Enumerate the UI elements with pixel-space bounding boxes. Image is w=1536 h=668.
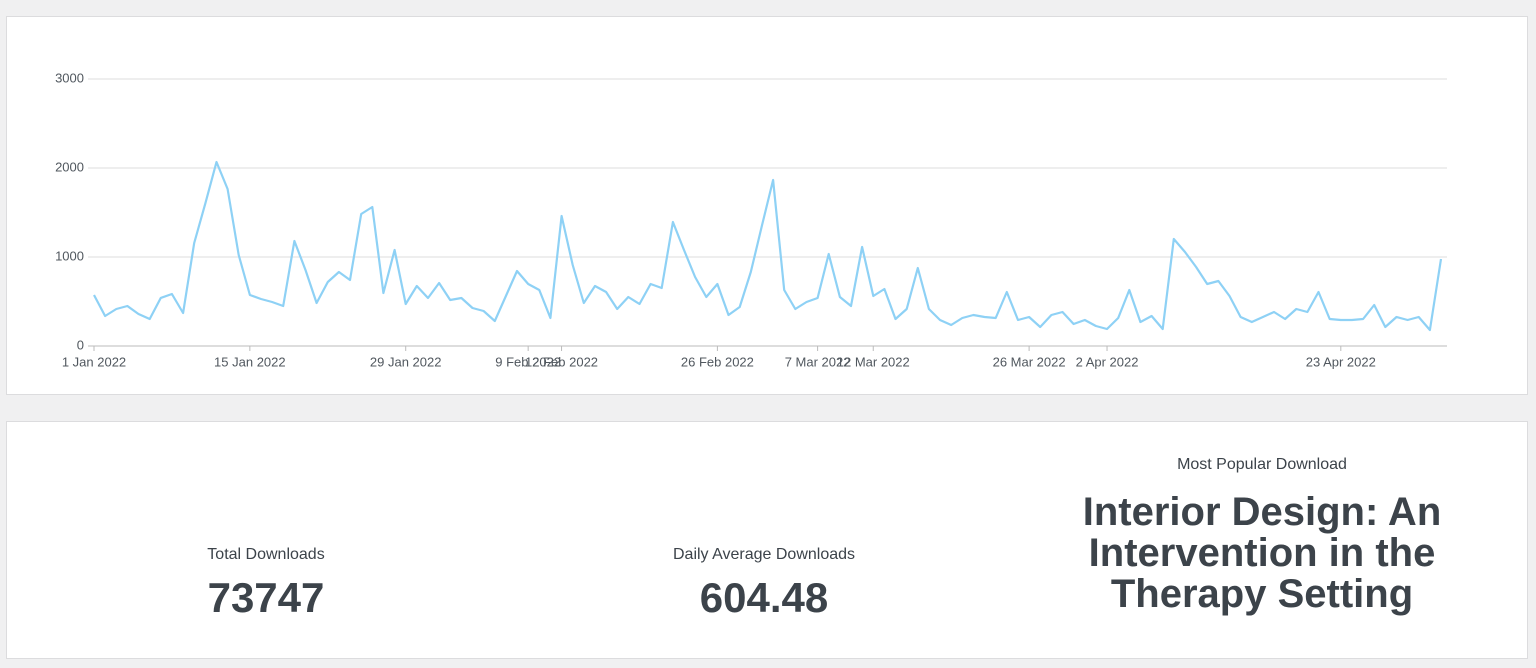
chart: 0 1000 2000 3000 1 Jan 2022 15 Jan 2022 29 Jan… xyxy=(55,70,1447,369)
stat-total: Total Downloads 73747 xyxy=(66,546,466,622)
y-tick-label: 3000 xyxy=(55,70,84,85)
stat-value: 604.48 xyxy=(699,574,829,621)
stats-card xyxy=(6,421,1528,659)
popular-title: Interior Design: An Intervention in the … xyxy=(1082,490,1442,616)
x-tick-label: 2 Apr 2022 xyxy=(1076,354,1139,369)
y-tick-label: 0 xyxy=(77,337,84,352)
stat-label: Daily Average Downloads xyxy=(672,546,856,563)
x-tick-label: 26 Mar 2022 xyxy=(993,354,1066,369)
x-tick-label: 29 Jan 2022 xyxy=(370,354,442,369)
x-tick-label: 26 Feb 2022 xyxy=(681,354,754,369)
popular-download: Most Popular Download Interior Design: A… xyxy=(1062,456,1462,615)
y-tick-label: 2000 xyxy=(55,159,84,174)
stat-label: Total Downloads xyxy=(207,546,325,563)
x-tick-label: 12 Mar 2022 xyxy=(837,354,910,369)
stat-value: 73747 xyxy=(207,574,325,621)
x-tick-label: 1 Jan 2022 xyxy=(62,354,126,369)
popular-label: Most Popular Download xyxy=(1177,456,1347,473)
x-tick-label: 9 Feb 2022 xyxy=(495,354,561,369)
x-tick-label: 12 Feb 2022 xyxy=(525,354,598,369)
stat-average: Daily Average Downloads 604.48 xyxy=(564,546,964,622)
x-tick-label: 7 Mar 2022 xyxy=(785,354,851,369)
x-tick-label: 23 Apr 2022 xyxy=(1306,354,1376,369)
series-line xyxy=(93,160,1443,332)
y-tick-label: 1000 xyxy=(55,248,84,263)
x-tick-label: 15 Jan 2022 xyxy=(214,354,286,369)
